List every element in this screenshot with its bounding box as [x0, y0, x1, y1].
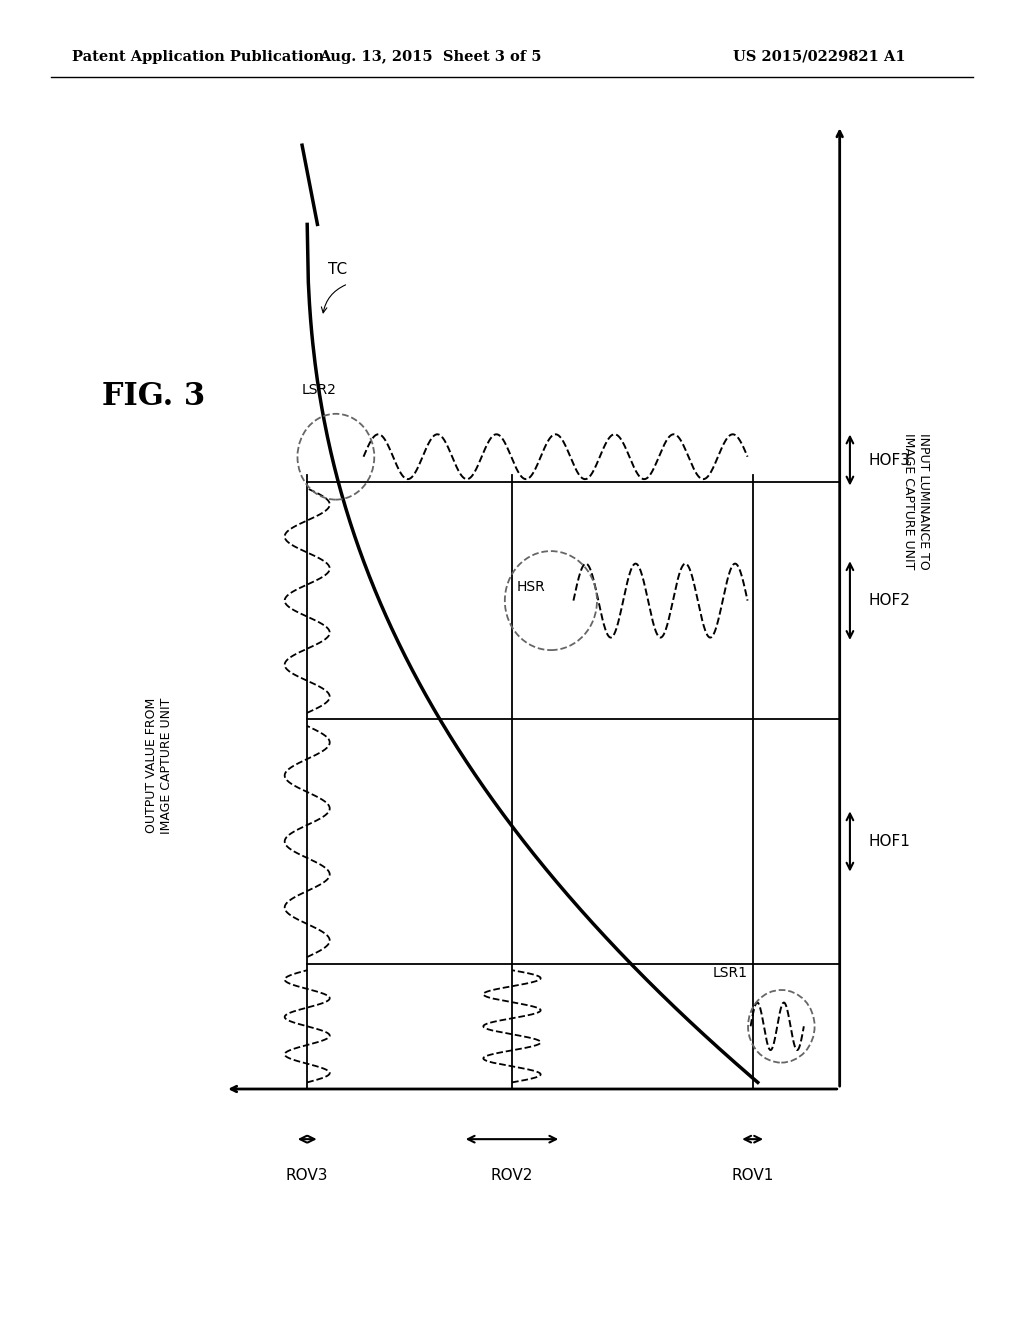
Text: Patent Application Publication: Patent Application Publication — [72, 50, 324, 63]
Text: HSR: HSR — [517, 579, 546, 594]
Text: LSR2: LSR2 — [302, 383, 337, 397]
Text: ROV2: ROV2 — [490, 1168, 534, 1183]
Text: ROV1: ROV1 — [731, 1168, 774, 1183]
Text: FIG. 3: FIG. 3 — [102, 380, 206, 412]
Text: ROV3: ROV3 — [286, 1168, 329, 1183]
Text: OUTPUT VALUE FROM
IMAGE CAPTURE UNIT: OUTPUT VALUE FROM IMAGE CAPTURE UNIT — [144, 697, 173, 834]
Text: LSR1: LSR1 — [713, 966, 748, 979]
Text: HOF1: HOF1 — [868, 834, 910, 849]
Text: HOF3: HOF3 — [868, 453, 910, 467]
Text: TC: TC — [328, 263, 347, 277]
Text: US 2015/0229821 A1: US 2015/0229821 A1 — [733, 50, 905, 63]
Text: INPUT LUMINANCE TO
IMAGE CAPTURE UNIT: INPUT LUMINANCE TO IMAGE CAPTURE UNIT — [902, 433, 931, 570]
Text: HOF2: HOF2 — [868, 593, 910, 609]
Text: Aug. 13, 2015  Sheet 3 of 5: Aug. 13, 2015 Sheet 3 of 5 — [318, 50, 542, 63]
